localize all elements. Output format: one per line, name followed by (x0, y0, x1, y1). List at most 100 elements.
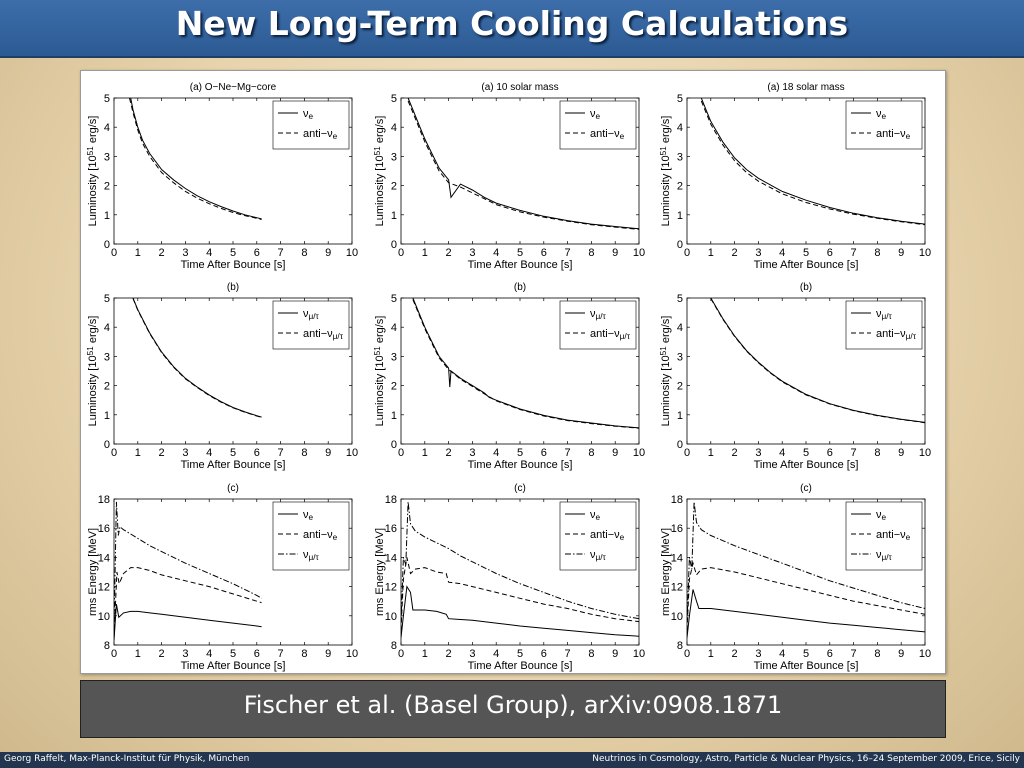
series-line (401, 501, 639, 624)
x-tick-label: 1 (135, 648, 141, 660)
y-tick-label: 10 (385, 611, 397, 623)
x-tick-label: 8 (874, 648, 880, 660)
y-axis-label: Luminosity [1051 erg/s] (659, 316, 672, 427)
x-axis-label: Time After Bounce [s] (754, 660, 859, 672)
legend: νe anti−νe (559, 100, 637, 150)
series-line (132, 298, 262, 418)
x-tick-label: 10 (919, 447, 931, 459)
y-tick-label: 1 (391, 210, 397, 222)
y-tick-label: 2 (391, 181, 397, 193)
y-tick-label: 12 (671, 582, 683, 594)
x-tick-label: 2 (159, 447, 165, 459)
x-tick-label: 2 (446, 648, 452, 660)
x-tick-label: 2 (159, 247, 165, 259)
y-tick-label: 4 (391, 122, 397, 134)
x-tick-label: 9 (898, 447, 904, 459)
y-axis-label: rms Energy [MeV] (87, 528, 99, 616)
x-tick-label: 4 (206, 247, 212, 259)
legend-box (559, 501, 637, 571)
series-line (129, 98, 262, 220)
panel-title: (b) (800, 282, 812, 293)
x-tick-label: 3 (469, 447, 475, 459)
x-tick-label: 3 (755, 247, 761, 259)
x-tick-label: 4 (493, 648, 499, 660)
x-axis-label: Time After Bounce [s] (754, 259, 859, 271)
series-line (412, 299, 639, 429)
caption-box: Fischer et al. (Basel Group), arXiv:0908… (80, 680, 946, 738)
x-tick-label: 8 (874, 447, 880, 459)
y-tick-label: 2 (104, 381, 110, 393)
panel-title: (c) (227, 483, 239, 494)
y-tick-label: 2 (677, 181, 683, 193)
y-tick-label: 14 (385, 552, 397, 564)
x-tick-label: 7 (278, 447, 284, 459)
x-tick-label: 5 (517, 447, 523, 459)
panel-title: (c) (800, 483, 812, 494)
y-tick-label: 18 (671, 494, 683, 506)
x-tick-label: 8 (301, 648, 307, 660)
x-tick-label: 10 (633, 247, 645, 259)
x-tick-label: 2 (732, 447, 738, 459)
y-tick-label: 5 (677, 293, 683, 305)
x-tick-label: 0 (398, 648, 404, 660)
chart-middle-right: 0 1 2 3 4 5 6 7 8 9 10 0 1 2 3 4 5 (b) Time After Bounce [… (659, 282, 931, 471)
y-tick-label: 10 (98, 611, 110, 623)
x-tick-label: 1 (422, 648, 428, 660)
footer-conference: Neutrinos in Cosmology, Astro, Particle … (592, 754, 1020, 764)
x-tick-label: 1 (135, 247, 141, 259)
y-tick-label: 3 (677, 351, 683, 363)
x-tick-label: 3 (469, 648, 475, 660)
x-tick-label: 2 (446, 447, 452, 459)
x-tick-label: 8 (874, 247, 880, 259)
x-tick-label: 1 (708, 648, 714, 660)
x-tick-label: 6 (541, 648, 547, 660)
x-tick-label: 6 (254, 648, 260, 660)
x-tick-label: 9 (898, 247, 904, 259)
x-tick-label: 10 (633, 648, 645, 660)
x-tick-label: 4 (206, 648, 212, 660)
series-line (407, 100, 639, 230)
chart-top-middle: 0 1 2 3 4 5 6 7 8 9 10 0 1 2 3 4 5 (a) 10 solar mass Time … (373, 82, 645, 271)
y-tick-label: 8 (391, 640, 397, 652)
x-tick-label: 1 (422, 447, 428, 459)
series-line (132, 298, 262, 418)
x-tick-label: 3 (182, 247, 188, 259)
series-line (687, 501, 925, 624)
x-tick-label: 10 (919, 247, 931, 259)
x-tick-label: 2 (732, 247, 738, 259)
y-tick-label: 1 (677, 410, 683, 422)
y-axis-label: Luminosity [1051 erg/s] (373, 116, 386, 227)
y-tick-label: 5 (104, 93, 110, 105)
y-axis-label: Luminosity [1051 erg/s] (86, 316, 99, 427)
y-tick-label: 2 (677, 381, 683, 393)
y-tick-label: 0 (104, 239, 110, 251)
x-tick-label: 2 (159, 648, 165, 660)
panel-title: (a) 18 solar mass (767, 82, 844, 93)
y-tick-label: 3 (104, 151, 110, 163)
legend-entry: νe (303, 108, 314, 121)
x-tick-label: 9 (325, 447, 331, 459)
y-axis-label: Luminosity [1051 erg/s] (659, 116, 672, 227)
series-line (130, 98, 262, 220)
x-tick-label: 5 (517, 648, 523, 660)
legend-entry: νμ/τ (876, 549, 893, 562)
legend: νe anti−νe νμ/τ (559, 501, 637, 571)
series-line (687, 589, 925, 638)
x-tick-label: 10 (346, 447, 358, 459)
x-tick-label: 10 (919, 648, 931, 660)
x-tick-label: 7 (278, 648, 284, 660)
x-tick-label: 9 (325, 648, 331, 660)
panel-title: (c) (514, 483, 526, 494)
legend: νe anti−νe (845, 100, 923, 150)
x-axis-label: Time After Bounce [s] (468, 459, 573, 471)
x-axis-label: Time After Bounce [s] (468, 660, 573, 672)
y-tick-label: 4 (677, 322, 683, 334)
x-tick-label: 8 (588, 247, 594, 259)
legend-entry: anti−νμ/τ (590, 328, 631, 341)
legend-box (845, 501, 923, 571)
y-axis-label: Luminosity [1051 erg/s] (373, 316, 386, 427)
legend: νμ/τ anti−νμ/τ (559, 300, 637, 350)
y-tick-label: 5 (391, 93, 397, 105)
y-tick-label: 16 (671, 523, 683, 535)
